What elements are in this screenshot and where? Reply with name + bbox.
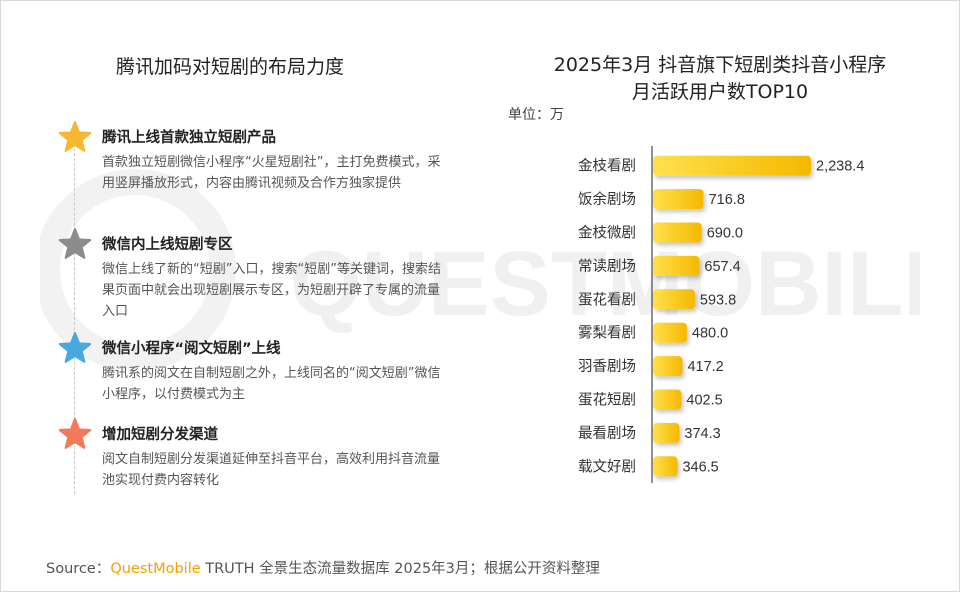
bar-value-label: 593.8 [700, 292, 736, 308]
bar-chart: 金枝看剧 2,238.4 饭余剧场 716.8 金枝微剧 690.0 常读剧场 657.4 蛋花… [578, 146, 864, 483]
chart-title-line2: 月活跃用户数TOP10 [631, 81, 809, 103]
bar [653, 456, 678, 477]
star-icon [58, 121, 92, 152]
bar-value-label: 346.5 [682, 459, 718, 475]
star-icon [58, 418, 92, 449]
bar [653, 389, 682, 410]
chart-title-line1: 2025年3月 抖音旗下短剧类抖音小程序 [553, 54, 887, 76]
category-label: 羽香剧场 [578, 358, 636, 375]
bar-value-label: 690.0 [707, 226, 743, 242]
category-label: 蛋花看剧 [578, 291, 636, 308]
feature-item-description: 腾讯系的阅文在自制短剧之外，上线同名的“阅文短剧”微信小程序，以付费模式为主 [102, 366, 441, 402]
bar [653, 222, 702, 243]
source-brand: QuestMobile [110, 561, 201, 577]
feature-item-description: 阅文自制短剧分发渠道延伸至抖音平台，高效利用抖音流量池实现付费内容转化 [102, 452, 441, 488]
bar-value-label: 402.5 [686, 393, 722, 409]
category-label: 最看剧场 [578, 425, 636, 442]
bar [653, 322, 687, 343]
category-label: 饭余剧场 [578, 190, 636, 208]
bar [653, 422, 680, 443]
bar-value-label: 480.0 [692, 326, 728, 342]
bar [653, 155, 811, 176]
feature-item-description: 微信上线了新的“短剧”入口，搜索“短剧”等关键词，搜索结果页面中就会出现短剧展示… [102, 262, 441, 319]
feature-item-title: 微信内上线短剧专区 [102, 237, 233, 253]
category-label: 常读剧场 [578, 258, 636, 275]
feature-item-title: 微信小程序“阅文短剧”上线 [102, 341, 281, 357]
category-label: 蛋花短剧 [578, 392, 636, 409]
feature-item-description: 首款独立短剧微信小程序“火星短剧社”，主打免费模式，采用竖屏播放形式，内容由腾讯… [102, 155, 441, 191]
category-label: 金枝微剧 [578, 225, 636, 242]
timeline-line [74, 148, 75, 494]
feature-item-title: 腾讯上线首款独立短剧产品 [102, 130, 276, 146]
star-icon [58, 332, 92, 363]
feature-item-title: 增加短剧分发渠道 [102, 427, 218, 443]
source-prefix: Source： [46, 561, 111, 577]
category-label: 金枝看剧 [578, 158, 636, 175]
bar-value-label: 657.4 [704, 259, 740, 275]
bar [653, 356, 683, 377]
chart-title: 2025年3月 抖音旗下短剧类抖音小程序 月活跃用户数TOP10 [500, 52, 940, 106]
bar-value-label: 417.2 [687, 359, 723, 375]
left-panel-title: 腾讯加码对短剧的布局力度 [115, 56, 344, 78]
source-note: Source：QuestMobile TRUTH 全景生态流量数据库 2025年… [46, 557, 600, 578]
bar-value-label: 716.8 [709, 192, 745, 208]
category-label: 载文好剧 [578, 458, 636, 475]
star-icon [58, 228, 92, 259]
bar [653, 255, 700, 276]
category-label: 雾梨看剧 [578, 325, 636, 342]
bar [653, 289, 695, 310]
bar-value-label: 374.3 [684, 426, 720, 442]
source-suffix: TRUTH 全景生态流量数据库 2025年3月；根据公开资料整理 [200, 561, 600, 577]
bar [653, 189, 704, 210]
chart-unit: 单位：万 [508, 107, 564, 123]
bar-value-label: 2,238.4 [816, 159, 864, 175]
